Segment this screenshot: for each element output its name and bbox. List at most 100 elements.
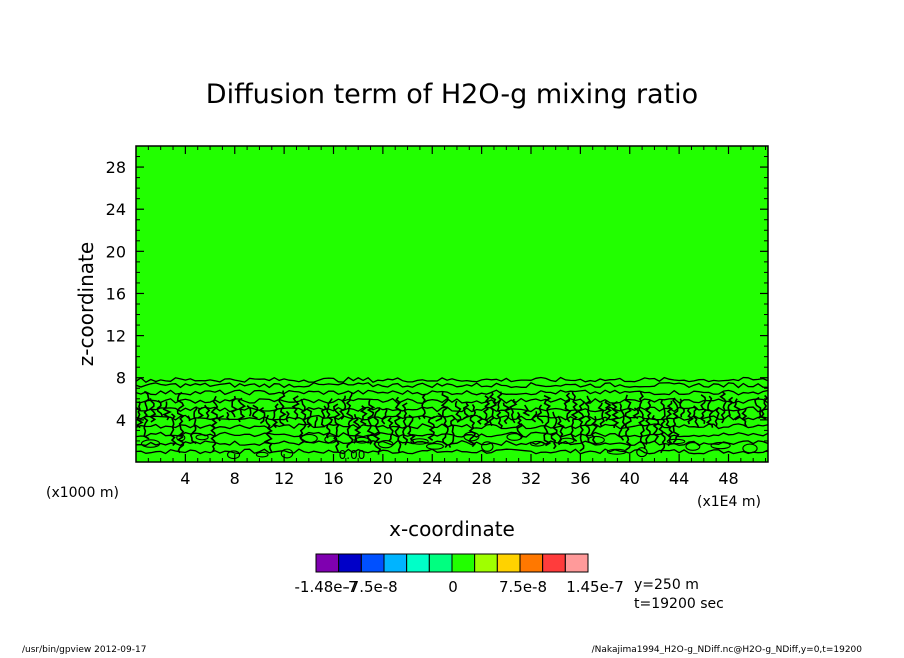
x-tick-label: 20	[373, 469, 393, 488]
colorbar-swatch	[406, 553, 430, 573]
contour-line	[354, 436, 370, 444]
footer-left: /usr/bin/gpview 2012-09-17	[22, 645, 146, 654]
x-tick-label: 12	[274, 469, 294, 488]
contour-line	[251, 404, 259, 420]
contour-line	[710, 441, 731, 450]
contour-line	[135, 376, 769, 383]
contour-line	[217, 414, 225, 422]
contour-line	[324, 435, 338, 444]
contour-line	[258, 406, 266, 425]
contour-line	[733, 398, 741, 421]
contour-line	[298, 398, 307, 445]
colorbar-swatch	[451, 553, 476, 573]
colorbar-swatch	[338, 553, 362, 573]
contour-line	[366, 399, 376, 445]
colorbar-swatch	[383, 553, 408, 573]
contour-line	[506, 432, 523, 441]
contour-line	[556, 415, 565, 446]
contour-line	[754, 396, 762, 419]
contour-line	[280, 448, 294, 459]
contour-line	[237, 397, 247, 423]
contour-line	[162, 401, 172, 421]
contour-line	[197, 406, 205, 419]
y-tick-label: 20	[106, 242, 126, 261]
contour-line	[176, 391, 185, 454]
x-axis-ticks: 4 8 12 16 20 24 28 32 36 40 44 48	[147, 146, 767, 488]
contour-line	[345, 392, 354, 448]
contour-line	[263, 414, 273, 453]
contour-line	[624, 394, 632, 451]
contour-line	[550, 411, 558, 450]
contour-line	[632, 407, 640, 420]
colorbar-label: -7.5e-8	[344, 578, 397, 596]
contour-line	[135, 382, 769, 389]
colorbar-label: 7.5e-8	[499, 578, 547, 596]
x-tick-label: 32	[521, 469, 541, 488]
contour-line	[195, 434, 209, 441]
contour-line	[156, 399, 163, 417]
contour-line	[285, 410, 290, 423]
contour-line	[587, 435, 605, 445]
contour-line	[563, 392, 572, 423]
contour-line	[401, 402, 409, 446]
contour-line	[425, 442, 444, 450]
annotation-y: y=250 m	[634, 577, 699, 593]
contour-line	[476, 415, 484, 425]
x-tick-label: 16	[323, 469, 343, 488]
x-axis-unit: (x1E4 m)	[697, 494, 761, 510]
contour-line	[230, 395, 239, 418]
contour-line	[255, 451, 269, 458]
colorbar-swatch	[428, 553, 453, 573]
contour-line	[665, 400, 674, 447]
y-axis-ticks: 4 8 12 16 20 24 28	[106, 156, 768, 452]
footer-right: /Nakajima1994_H2O-g_NDiff.nc@H2O-g_NDiff…	[592, 645, 863, 654]
colorbar-label: 1.45e-7	[566, 578, 624, 596]
contour-line	[435, 412, 443, 422]
contour-line	[705, 395, 714, 428]
contour-line	[190, 406, 198, 445]
colorbar-swatch	[564, 553, 589, 573]
contour-line	[135, 406, 769, 413]
contour-line	[516, 411, 524, 440]
contour-line	[210, 395, 219, 452]
contour-line	[306, 408, 313, 428]
y-tick-label: 4	[116, 411, 126, 430]
contour-line	[135, 389, 769, 396]
contour-line	[333, 403, 341, 452]
contour-line	[481, 441, 494, 452]
y-tick-label: 28	[106, 158, 126, 177]
contour-line	[278, 390, 287, 426]
contour-line	[536, 404, 544, 424]
contour-line	[448, 415, 457, 448]
contour-line	[142, 390, 150, 440]
contour-line	[686, 407, 695, 425]
contour-line	[421, 394, 426, 420]
colorbar-swatch	[519, 553, 544, 573]
contour-line	[727, 396, 734, 417]
contour-line	[226, 411, 231, 421]
contour-line	[300, 433, 318, 444]
contour-line	[488, 391, 498, 427]
colorbar	[315, 553, 589, 573]
x-axis-title: x-coordinate	[389, 517, 515, 541]
annotation-t: t=19200 sec	[634, 596, 724, 612]
contour-line	[410, 438, 429, 445]
contour-line	[638, 390, 646, 450]
contour-line	[611, 400, 620, 429]
contour-line	[590, 415, 599, 446]
contour-line	[407, 414, 416, 445]
contour-line	[271, 403, 279, 429]
contour-line	[359, 405, 368, 426]
contour-line	[714, 407, 720, 427]
contour-line	[496, 391, 503, 429]
contour-line	[187, 415, 191, 422]
contour-line	[246, 405, 252, 417]
contour-line	[618, 403, 626, 441]
contour-line	[577, 400, 585, 452]
contour-line	[699, 394, 707, 424]
y-axis-unit: (x1000 m)	[46, 485, 119, 501]
contour-line	[204, 404, 211, 419]
contour-line	[636, 447, 648, 458]
contour-line	[502, 402, 511, 425]
contour-line	[135, 397, 769, 405]
